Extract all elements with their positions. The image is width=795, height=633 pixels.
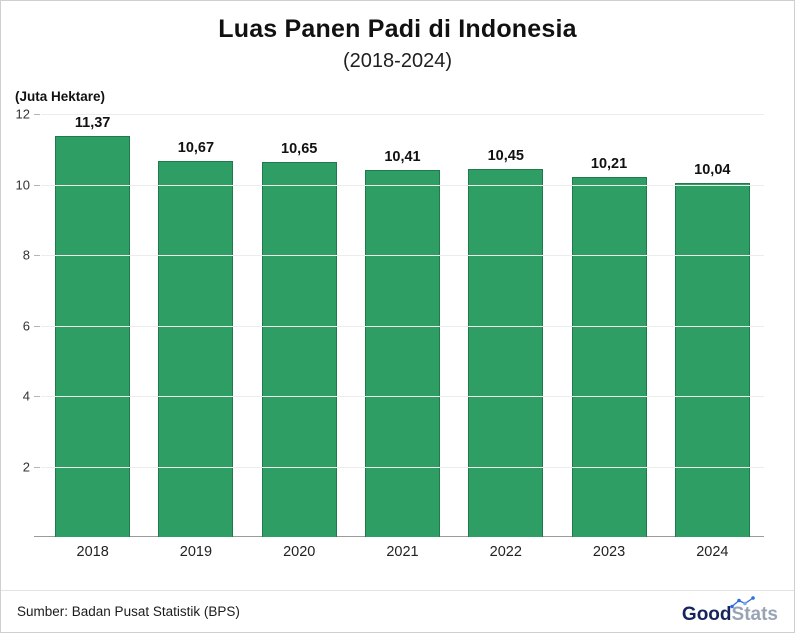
bar	[261, 161, 337, 537]
plot-region: 11,37 10,67 10,65 10,41 10,45 10,21 10,04 2 4 6 8…	[16, 107, 764, 537]
y-tick-label: 8	[22, 247, 30, 263]
y-tick-label: 10	[15, 177, 30, 192]
bar-slot: 10,45	[454, 114, 557, 537]
y-axis-unit-label: (Juta Hektare)	[15, 89, 106, 104]
gridline	[41, 466, 764, 468]
bar-value-label: 10,21	[590, 156, 628, 173]
bar	[364, 170, 440, 537]
bar-slot: 11,37	[41, 114, 144, 537]
x-tick-label: 2019	[179, 544, 213, 560]
gridline	[41, 184, 764, 186]
y-tick-label: 12	[15, 106, 30, 122]
y-tick-mark	[34, 396, 40, 397]
x-tick-label: 2023	[592, 544, 626, 560]
logo-text-good: Good	[681, 603, 732, 625]
y-tick-mark	[34, 184, 40, 186]
gridline	[41, 396, 764, 397]
bar-slot: 10,41	[351, 114, 454, 537]
gridline	[41, 325, 764, 327]
bar-value-label: 10,04	[694, 162, 731, 179]
footer: Sumber: Badan Pusat Statistik (BPS) Good…	[1, 590, 794, 632]
bar-slot: 10,65	[248, 114, 351, 537]
chart-title: Luas Panen Padi di Indonesia	[218, 15, 577, 43]
y-tick-label: 4	[22, 388, 30, 404]
x-tick-label: 2024	[696, 544, 729, 560]
y-tick-label: 2	[22, 459, 30, 474]
bar-value-label: 10,67	[177, 139, 215, 156]
bar	[674, 183, 750, 537]
bar-value-label: 10,45	[487, 147, 524, 164]
bar-slot: 10,04	[661, 114, 764, 537]
goodstats-logo: GoodStats	[681, 595, 778, 626]
x-tick-label: 2021	[386, 544, 419, 560]
bar	[158, 160, 234, 537]
bar-value-label: 10,65	[281, 140, 318, 157]
x-axis-labels: 2018 2019 2020 2021 2022 2023 2024	[41, 544, 764, 560]
bar-slot: 10,21	[557, 114, 660, 537]
x-tick-label: 2020	[283, 544, 316, 560]
gridline	[41, 114, 764, 115]
x-tick-label: 2022	[489, 544, 522, 560]
source-caption: Sumber: Badan Pusat Statistik (BPS)	[17, 604, 240, 619]
bar	[571, 177, 647, 537]
chart-area: 11,37 10,67 10,65 10,41 10,45 10,21 10,04 2 4 6 8…	[16, 107, 764, 537]
bar-value-label: 11,37	[74, 115, 111, 132]
trend-line-icon	[730, 593, 756, 615]
chart-subtitle: (2018-2024)	[343, 50, 452, 72]
y-tick-mark	[34, 255, 40, 256]
logo-text-stats: Stats	[731, 603, 778, 625]
bar-slot: 10,67	[144, 114, 247, 537]
y-tick-mark	[34, 114, 40, 115]
chart-header: Luas Panen Padi di Indonesia (2018-2024)	[1, 1, 794, 73]
bar	[55, 136, 131, 537]
bar-value-label: 10,41	[384, 149, 421, 166]
y-tick-mark	[34, 466, 40, 468]
y-tick-mark	[34, 325, 40, 327]
bar	[468, 168, 544, 537]
gridline	[41, 255, 764, 256]
y-tick-label: 6	[22, 318, 30, 333]
x-tick-label: 2018	[76, 544, 109, 560]
bars-group: 11,37 10,67 10,65 10,41 10,45 10,21 10,04	[41, 114, 764, 537]
